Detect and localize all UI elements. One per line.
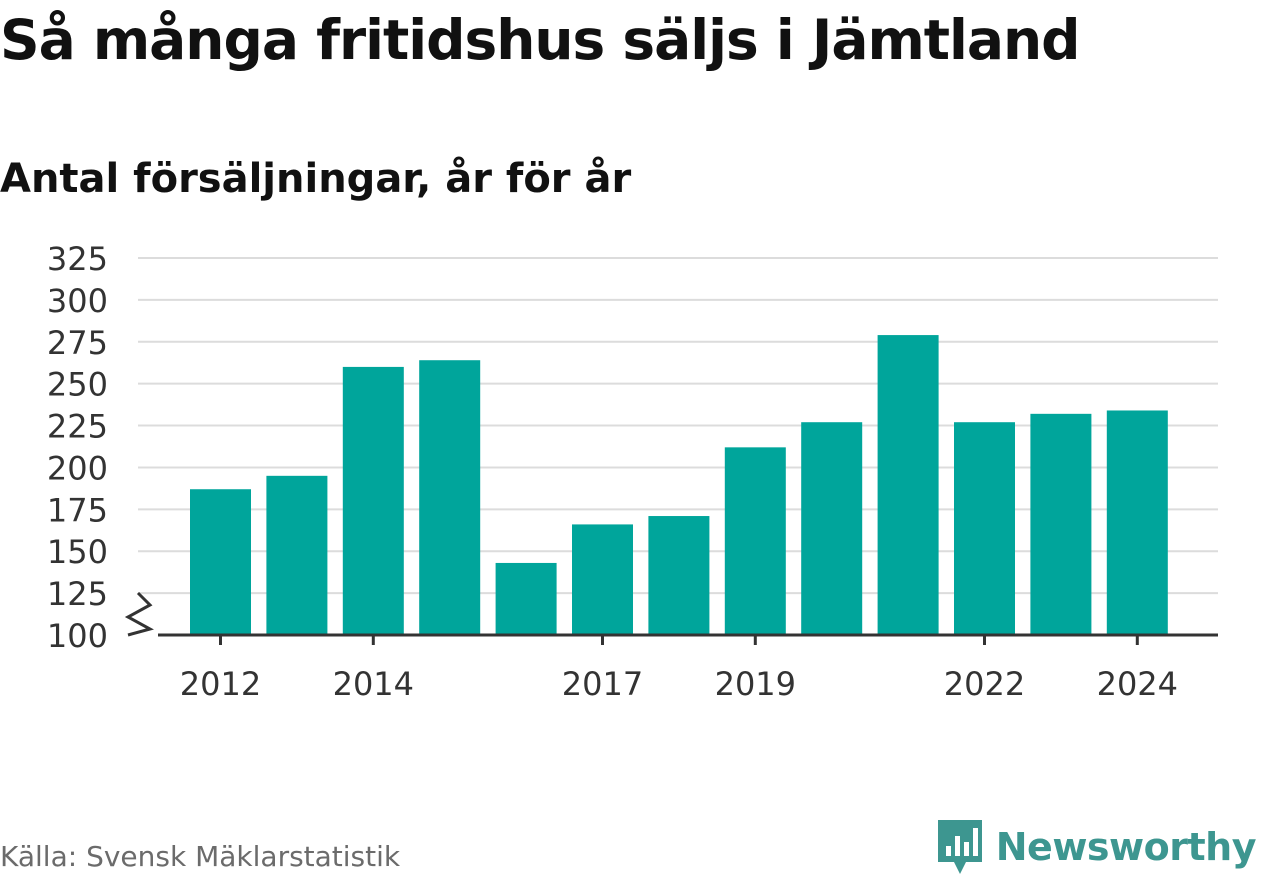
- x-tick-label: 2019: [715, 665, 796, 703]
- y-tick-label: 300: [47, 282, 108, 320]
- bars: [190, 335, 1168, 635]
- bar-2024: [1106, 410, 1168, 635]
- y-tick-label: 150: [47, 533, 108, 571]
- brand-logo: Newsworthy: [936, 818, 1257, 876]
- brand-name: Newsworthy: [995, 825, 1257, 869]
- bar-2018: [648, 516, 710, 635]
- newsworthy-logo-icon: [937, 820, 982, 874]
- bar-2017: [572, 524, 633, 635]
- x-tick-label: 2012: [180, 665, 261, 703]
- y-tick-label: 325: [47, 240, 108, 278]
- bar-2015: [419, 360, 481, 635]
- x-axis: [124, 591, 1218, 637]
- y-tick-label: 100: [47, 617, 108, 655]
- source-note: Källa: Svensk Mäklarstatistik: [0, 840, 401, 873]
- x-tick-label: 2017: [562, 665, 643, 703]
- bar-2014: [342, 366, 404, 635]
- y-tick-label: 275: [47, 324, 108, 362]
- bar-2013: [266, 475, 328, 635]
- bar-2020: [801, 422, 863, 635]
- axis-break-icon: [124, 591, 154, 637]
- chart-title: Så många fritidshus säljs i Jämtland: [0, 8, 1081, 72]
- bar-2012: [190, 489, 251, 635]
- y-tick-label: 250: [47, 366, 108, 404]
- bar-2019: [724, 447, 786, 635]
- x-tick-label: 2014: [333, 665, 414, 703]
- x-axis-tick-labels: 2012 2014 2017 2019 2022 2024: [180, 635, 1178, 703]
- y-tick-label: 175: [47, 491, 108, 529]
- x-tick-label: 2024: [1097, 665, 1178, 703]
- bar-2022: [954, 422, 1015, 635]
- y-tick-label: 200: [47, 449, 108, 487]
- bar-2023: [1030, 413, 1092, 635]
- x-tick-label: 2022: [944, 665, 1025, 703]
- bar-2016: [495, 562, 557, 635]
- bar-2021: [877, 335, 939, 635]
- y-tick-label: 125: [47, 575, 108, 613]
- y-tick-label: 225: [47, 408, 108, 446]
- chart-subtitle: Antal försäljningar, år för år: [0, 156, 632, 202]
